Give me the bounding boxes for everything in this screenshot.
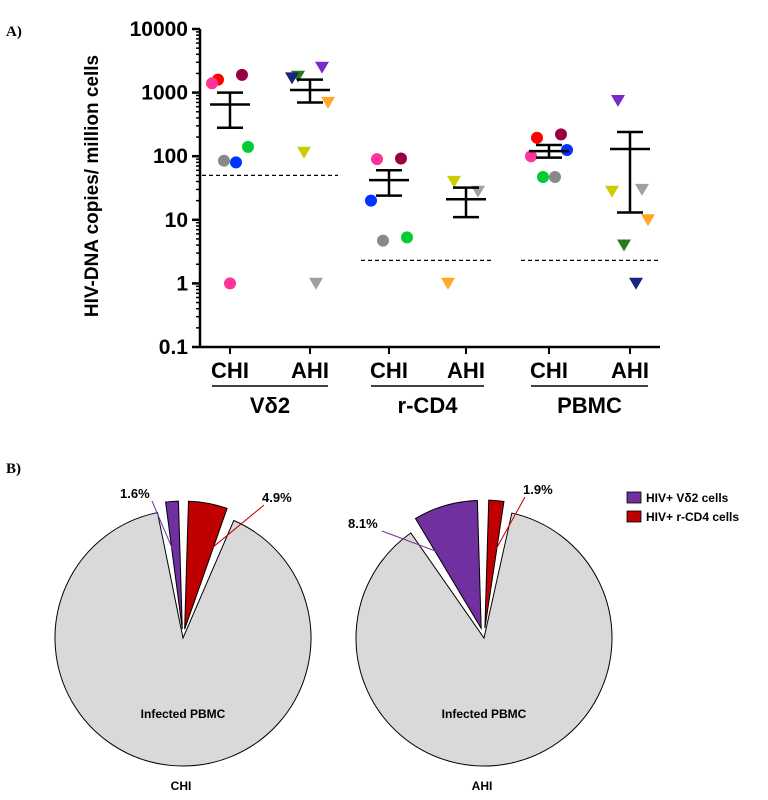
pie-percent-label: 4.9% xyxy=(262,490,292,505)
pie-percent-label: 1.6% xyxy=(120,486,150,501)
data-point xyxy=(206,77,218,90)
y-tick-label: 100 xyxy=(153,145,188,168)
scatter-chart: 0.1 1 10 100 1000 10000 HIV-DNA copies/ millio… xyxy=(82,18,660,418)
pie-slice-pbmc xyxy=(355,512,613,767)
pie-group-label: AHI xyxy=(472,779,493,793)
data-point xyxy=(321,96,335,109)
data-point xyxy=(611,94,625,107)
y-tick-label: 10 xyxy=(165,209,188,232)
data-point xyxy=(441,277,455,290)
y-axis-label: HIV-DNA copies/ million cells xyxy=(82,55,103,317)
data-point xyxy=(629,277,643,290)
panel-a-label: A) xyxy=(6,24,22,40)
data-point xyxy=(365,194,377,207)
data-point xyxy=(297,146,311,159)
x-group-label: AHI xyxy=(447,358,485,383)
pie-slice-vd2 xyxy=(414,499,482,631)
data-point xyxy=(617,239,631,252)
legend-label: HIV+ r-CD4 cells xyxy=(646,510,739,524)
data-point xyxy=(377,234,389,247)
pie-slice-pbmc xyxy=(54,511,312,767)
pie-slice-vd2 xyxy=(165,500,183,630)
y-tick-label: 1 xyxy=(176,272,188,295)
data-point xyxy=(549,171,561,184)
data-point xyxy=(641,214,655,227)
pie-leader-line xyxy=(381,530,462,562)
data-point xyxy=(531,131,543,144)
pie-leader-line xyxy=(197,504,265,561)
data-point xyxy=(537,171,549,184)
pie-slice-rcd4 xyxy=(184,500,228,630)
pie-charts: 1.6% 4.9% Infected PBMC CHI 8.1% 1.9% Infected… xyxy=(54,482,613,793)
legend-swatch xyxy=(626,510,642,523)
cell-type-label: Vδ2 xyxy=(250,393,290,418)
x-group-label: CHI xyxy=(370,358,408,383)
legend-swatch xyxy=(626,491,642,504)
data-point xyxy=(236,68,248,81)
data-point xyxy=(224,277,236,290)
data-point xyxy=(242,140,254,153)
data-point xyxy=(395,152,407,165)
data-point xyxy=(315,61,329,74)
x-group-label: CHI xyxy=(211,358,249,383)
data-point xyxy=(605,185,619,198)
pie-inside-label: Infected PBMC xyxy=(442,707,527,721)
pie-percent-label: 1.9% xyxy=(523,482,553,497)
pie-group-label: CHI xyxy=(171,779,192,793)
data-point xyxy=(309,277,323,290)
data-point xyxy=(218,154,230,167)
y-tick-label: 0.1 xyxy=(159,336,189,359)
cell-type-label: PBMC xyxy=(557,393,622,418)
data-point xyxy=(555,128,567,141)
data-point xyxy=(371,153,383,166)
y-tick-label: 10000 xyxy=(130,18,188,41)
x-group-label: AHI xyxy=(291,358,329,383)
y-tick-label: 1000 xyxy=(141,82,188,105)
panel-b-label: B) xyxy=(6,461,21,477)
pie-leader-line xyxy=(490,496,526,559)
data-point xyxy=(401,231,413,244)
data-point xyxy=(230,156,242,169)
x-group-label: AHI xyxy=(611,358,649,383)
x-group-label: CHI xyxy=(530,358,568,383)
pie-leader-line xyxy=(151,500,178,560)
pie-legend: HIV+ Vδ2 cells HIV+ r-CD4 cells xyxy=(626,491,739,524)
data-point xyxy=(285,72,299,85)
data-point xyxy=(447,175,461,188)
pie-inside-label: Infected PBMC xyxy=(141,707,226,721)
legend-label: HIV+ Vδ2 cells xyxy=(646,491,729,505)
data-point xyxy=(525,150,537,163)
cell-type-label: r-CD4 xyxy=(398,393,459,418)
pie-slice-rcd4 xyxy=(484,499,505,629)
data-point xyxy=(635,183,649,196)
pie-percent-label: 8.1% xyxy=(348,516,378,531)
